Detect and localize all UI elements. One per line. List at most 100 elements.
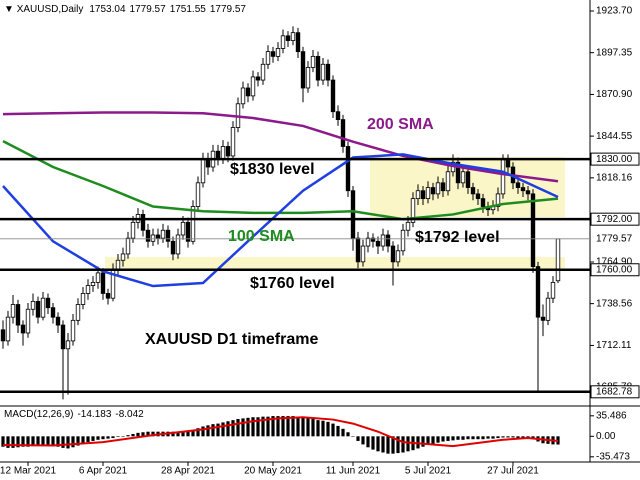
macd-bar bbox=[256, 417, 260, 437]
macd-signal bbox=[2, 416, 559, 448]
candle-body bbox=[350, 190, 356, 239]
macd-bar bbox=[396, 436, 400, 454]
candle-body bbox=[465, 171, 471, 188]
candle-body bbox=[360, 245, 366, 263]
candle-body bbox=[380, 234, 386, 247]
annotation: $1830 level bbox=[230, 161, 315, 178]
macd-bar bbox=[301, 417, 305, 437]
macd-bar bbox=[361, 436, 365, 445]
candle-body bbox=[425, 187, 431, 200]
candle-body bbox=[195, 182, 201, 207]
candle-body bbox=[320, 63, 326, 81]
x-tick-label: 28 Apr 2021 bbox=[161, 466, 215, 477]
macd-bar bbox=[286, 416, 290, 437]
macd-bar bbox=[321, 420, 325, 437]
macd-bar bbox=[391, 436, 395, 454]
macd-bar bbox=[511, 436, 515, 438]
macd-tick-label: 0.00 bbox=[596, 431, 616, 442]
last-price-label: 1779.57 bbox=[596, 233, 633, 244]
macd-bar bbox=[1, 436, 5, 447]
macd-bar bbox=[41, 436, 45, 446]
macd-bar bbox=[506, 436, 510, 438]
y-tick-label: 1844.55 bbox=[596, 131, 633, 142]
macd-bar bbox=[471, 436, 475, 440]
candle-body bbox=[530, 193, 536, 267]
candle-body bbox=[365, 237, 371, 247]
candle-body bbox=[155, 234, 161, 239]
candle-body bbox=[535, 266, 541, 318]
macd-bar bbox=[476, 436, 480, 440]
low: 1751.55 bbox=[170, 4, 207, 15]
macd-bar bbox=[6, 436, 10, 448]
macd-bar bbox=[341, 428, 345, 437]
candle-body bbox=[500, 158, 506, 195]
candle-body bbox=[100, 272, 106, 294]
y-tick-label: 1738.56 bbox=[596, 298, 633, 309]
candle-body bbox=[115, 259, 121, 271]
macd-bar bbox=[71, 436, 75, 448]
macd-bar bbox=[251, 417, 255, 437]
macd-bar bbox=[136, 432, 140, 437]
macd-bar bbox=[501, 436, 505, 438]
macd-bar bbox=[31, 436, 35, 447]
candle-body bbox=[40, 297, 46, 318]
candle-body bbox=[150, 234, 156, 242]
candle-body bbox=[255, 76, 261, 81]
annotation: 100 SMA bbox=[228, 228, 295, 245]
candle-body bbox=[300, 51, 306, 89]
candle-body bbox=[185, 221, 191, 242]
macd-bar bbox=[401, 436, 405, 453]
macd-bar bbox=[46, 436, 50, 446]
macd-tick-label: 35.486 bbox=[596, 410, 627, 421]
moving-average bbox=[2, 111, 559, 183]
candle-body bbox=[390, 245, 396, 263]
x-tick-label: 5 Jul 2021 bbox=[405, 466, 452, 477]
candle-body bbox=[330, 79, 336, 113]
macd-bar bbox=[201, 426, 205, 437]
x-tick-label: 6 Apr 2021 bbox=[79, 466, 128, 477]
candle-body bbox=[15, 304, 21, 326]
candle-body bbox=[355, 237, 361, 263]
macd-bar bbox=[126, 435, 130, 437]
macd-bar bbox=[436, 436, 440, 443]
macd-bar bbox=[336, 425, 340, 437]
macd-bar bbox=[296, 416, 300, 437]
macd-bar bbox=[51, 436, 55, 447]
candle-body bbox=[80, 293, 86, 305]
y-tick-label: 1923.70 bbox=[596, 6, 633, 17]
candle-body bbox=[30, 300, 36, 310]
candle-body bbox=[305, 67, 311, 89]
macd-bar bbox=[461, 436, 465, 440]
candle-body bbox=[375, 240, 381, 247]
candle-body bbox=[340, 119, 346, 147]
candle-body bbox=[270, 51, 276, 57]
candle-body bbox=[275, 48, 281, 57]
macd-bar bbox=[346, 432, 350, 437]
level-box bbox=[590, 212, 640, 226]
candle-body bbox=[260, 63, 266, 81]
macd-label: MACD(12,26,9) bbox=[4, 409, 73, 420]
candle-body bbox=[495, 193, 501, 207]
candle-body bbox=[430, 187, 436, 195]
x-tick-label: 11 Jun 2021 bbox=[326, 466, 381, 477]
candle-body bbox=[480, 198, 486, 207]
macd-bar bbox=[236, 418, 240, 437]
macd-bar bbox=[266, 416, 270, 437]
candle-body bbox=[455, 161, 461, 184]
candle-body bbox=[285, 35, 291, 41]
candle-body bbox=[550, 281, 556, 299]
level-label: 1830.00 bbox=[596, 154, 633, 165]
macd-bar bbox=[36, 436, 40, 447]
macd-bar bbox=[216, 423, 220, 437]
candle-body bbox=[325, 63, 331, 81]
candle-body bbox=[345, 146, 351, 192]
macd-bar bbox=[381, 436, 385, 453]
macd-bar bbox=[231, 420, 235, 437]
macd-bar bbox=[351, 436, 355, 437]
macd-bar bbox=[206, 425, 210, 437]
macd-bar bbox=[211, 424, 215, 437]
candle-body bbox=[165, 229, 171, 242]
level-box bbox=[590, 152, 640, 166]
candle-body bbox=[120, 253, 126, 261]
